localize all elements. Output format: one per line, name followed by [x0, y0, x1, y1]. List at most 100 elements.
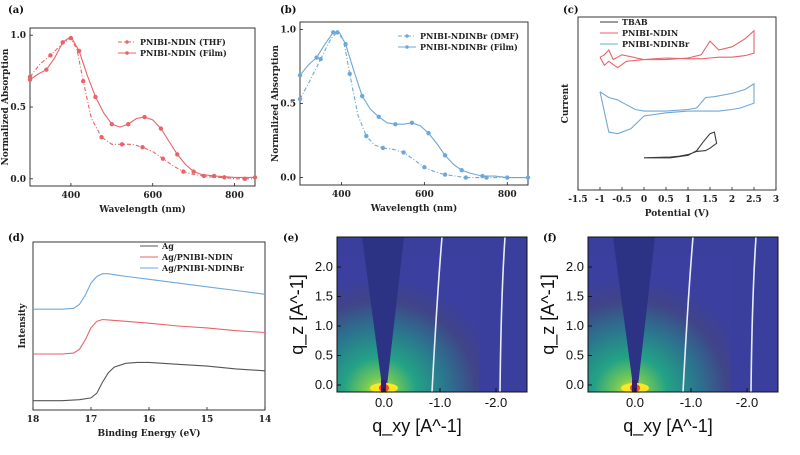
missing-wedge: [613, 237, 655, 386]
calibration-ring: [682, 236, 694, 393]
beamstop: [381, 380, 386, 392]
x-tick-label: 800: [225, 191, 244, 201]
y-tick-label: 1.0: [315, 318, 333, 333]
legend-label: PNIBI-NDIN (THF): [140, 37, 226, 47]
y-tick-label: 1.5: [566, 289, 584, 304]
legend-label: PNIBI-NDIN: [622, 28, 678, 38]
y-tick-label: 0.0: [280, 174, 296, 184]
panel-letter: (c): [563, 5, 579, 16]
x-tick-label: 15: [201, 415, 214, 425]
data-point: [252, 175, 258, 180]
data-point: [480, 173, 485, 179]
chart-panel-b: 400 600 800 0.0 0.5 1.0 Wavelength (nm) Normali…: [271, 21, 531, 214]
x-tick-label: 14: [259, 415, 272, 425]
y-tick-label: 0.5: [10, 103, 26, 113]
x-tick-label: 600: [415, 190, 434, 200]
data-point: [463, 175, 469, 180]
data-point: [181, 169, 186, 174]
data-point: [409, 120, 415, 125]
x-axis-label: Binding Energy (eV): [97, 428, 200, 439]
data-point: [393, 122, 398, 127]
legend-label: Ag/PNIBI-NDIN: [161, 252, 233, 262]
data-point: [343, 42, 348, 47]
data-point: [442, 153, 448, 158]
data-point: [142, 114, 147, 120]
panel-letter: (f): [543, 233, 557, 244]
data-point: [422, 165, 427, 170]
y-tick-label: 2.0: [315, 259, 333, 274]
data-point: [119, 142, 125, 147]
y-tick-label: 0.0: [566, 377, 584, 392]
plot-frame: [577, 16, 777, 191]
y-axis-label: Current: [561, 83, 571, 123]
data-point: [109, 122, 115, 127]
data-point: [314, 55, 319, 60]
legend-label: PNIBI-NDINBr: [622, 39, 690, 49]
data-point: [27, 77, 33, 82]
x-tick-label: -0.5: [612, 195, 631, 205]
data-point: [364, 133, 369, 139]
data-point: [99, 134, 104, 140]
data-point: [297, 96, 303, 102]
y-tick-label: 0.5: [315, 348, 333, 363]
legend-marker: [405, 34, 409, 38]
heatmap-intensity: [337, 257, 480, 392]
chart-panel-c: -1.5 -1 -0.5 0 0.5 1 1.5 2 2.5 3 Potential (V) Curr…: [561, 16, 779, 219]
heatmap-intensity: [588, 257, 731, 392]
legend-label: PNIBI-NDINBr (Film): [420, 42, 518, 52]
data-point: [125, 122, 131, 127]
series-line-0: [299, 31, 528, 179]
y-tick-label: 0.0: [10, 175, 26, 185]
x-tick-label: 3: [773, 195, 779, 205]
beamstop: [632, 380, 637, 392]
x-tick-label: -2.0: [736, 395, 758, 410]
data-point: [442, 172, 448, 177]
series-line-1: [33, 318, 266, 355]
data-point: [60, 40, 65, 45]
series-line-2: [599, 82, 755, 135]
data-point: [426, 130, 431, 136]
y-axis-label: q_z [A^-1]: [538, 274, 559, 354]
data-point: [330, 30, 336, 35]
x-tick-label: 0.0: [626, 395, 644, 410]
x-axis-label: Wavelength (nm): [98, 204, 186, 215]
y-axis-label: Normalized Absorption: [1, 48, 11, 165]
legend-label: PNIBI-NDIN (Film): [140, 48, 227, 58]
x-tick-label: 0.0: [375, 395, 393, 410]
y-tick-label: 1.0: [10, 31, 26, 41]
x-tick-label: 1: [685, 195, 691, 205]
x-tick-label: -1.0: [429, 395, 451, 410]
legend-label: Ag/PNIBI-NDINBr: [161, 263, 245, 273]
giwaxs-panel-f: 0.0 0.5 1.0 1.5 2.0 0.0 -1.0 -2.0 q_xy [A^-1] q_z…: [538, 236, 779, 437]
x-axis-label: q_xy [A^-1]: [372, 416, 461, 437]
panel-letter: (a): [8, 5, 24, 16]
data-point: [140, 145, 145, 150]
legend-label: Ag: [161, 241, 174, 251]
y-tick-label: 0.5: [566, 348, 584, 363]
series-line-1: [599, 29, 755, 69]
x-tick-label: 400: [332, 190, 351, 200]
x-tick-label: 800: [498, 190, 517, 200]
panel-letter: (e): [283, 233, 299, 244]
data-point: [459, 167, 464, 173]
legend-marker: [125, 51, 129, 55]
y-tick-label: 2.0: [566, 259, 584, 274]
x-tick-label: 17: [85, 415, 98, 425]
x-tick-label: 2.5: [746, 195, 762, 205]
x-axis-label: Wavelength (nm): [370, 203, 458, 214]
data-point: [48, 53, 53, 58]
legend-marker: [125, 40, 129, 44]
data-point: [191, 169, 196, 174]
data-point: [211, 173, 217, 179]
plot-frame: [336, 236, 528, 393]
plot-frame: [587, 236, 779, 393]
y-axis-label: Intensity: [18, 303, 28, 349]
chart-panel-a: 400 600 800 0.0 0.5 1.0 Wavelength (nm) Normali…: [1, 27, 258, 215]
y-tick-label: 1.0: [280, 25, 296, 35]
data-point: [359, 93, 365, 99]
missing-wedge: [362, 237, 404, 386]
calibration-ring: [750, 236, 757, 393]
giwaxs-panel-e: 0.0 0.5 1.0 1.5 2.0 0.0 -1.0 -2.0 q_xy [A^-1] q_z…: [287, 236, 528, 437]
data-point: [93, 94, 98, 100]
